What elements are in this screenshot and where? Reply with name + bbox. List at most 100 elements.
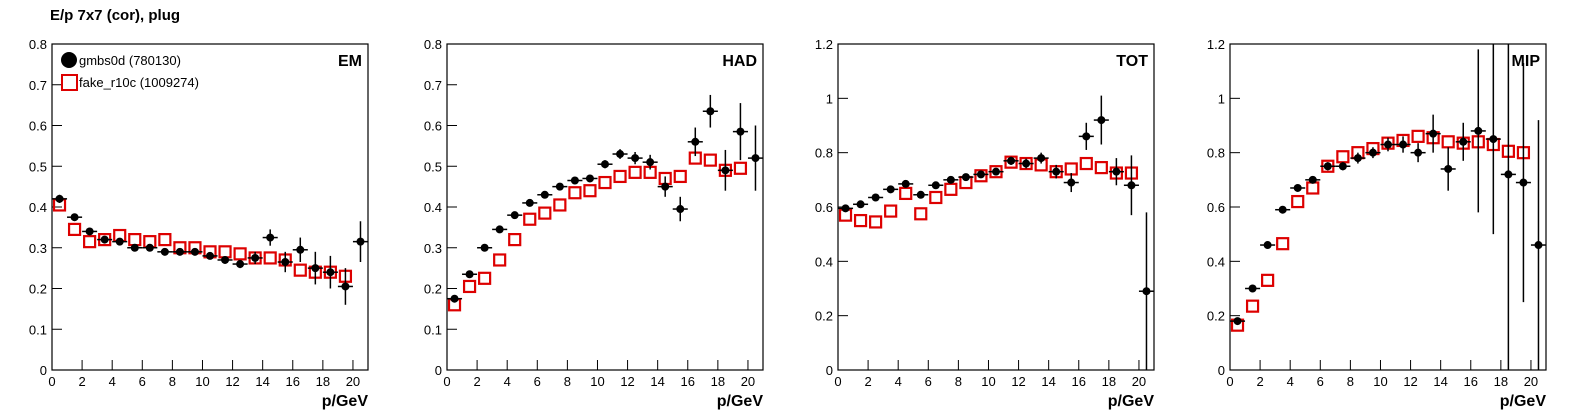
point bbox=[83, 235, 97, 249]
panel: 0 0.1 0.2 0.3 0.4 0.5 0.6 0.7 0.8 0 2 4 6 8 10 12 14 16 18… bbox=[424, 37, 764, 410]
panel-label: EM bbox=[338, 53, 362, 70]
y-tick-label: 0.6 bbox=[29, 119, 47, 134]
point bbox=[55, 194, 64, 203]
y-tick-label: 0.7 bbox=[424, 78, 442, 93]
point bbox=[628, 165, 642, 179]
point bbox=[598, 175, 612, 190]
y-tick-label: 0.5 bbox=[29, 159, 47, 174]
point bbox=[570, 176, 579, 185]
x-tick-label: 16 bbox=[1464, 374, 1478, 389]
point bbox=[1459, 137, 1468, 146]
point bbox=[976, 170, 985, 179]
plot-frame bbox=[51, 43, 369, 371]
x-tick-label: 16 bbox=[286, 374, 300, 389]
x-tick-label: 2 bbox=[473, 374, 480, 389]
point bbox=[631, 154, 640, 163]
point bbox=[100, 235, 109, 244]
y-tick-label: 1 bbox=[826, 91, 833, 106]
point bbox=[1338, 162, 1347, 171]
y-tick-label: 1 bbox=[1218, 91, 1225, 106]
point bbox=[585, 174, 594, 183]
point bbox=[733, 161, 748, 175]
point bbox=[495, 225, 504, 234]
point bbox=[673, 169, 687, 184]
x-tick-label: 12 bbox=[225, 374, 239, 389]
x-tick-label: 8 bbox=[955, 374, 962, 389]
point bbox=[568, 186, 582, 200]
x-tick-label: 12 bbox=[1011, 374, 1025, 389]
panel-label: HAD bbox=[722, 53, 757, 70]
y-tick-label: 0.2 bbox=[424, 282, 442, 297]
y-tick-label: 0.6 bbox=[815, 200, 833, 215]
y-tick-label: 0.6 bbox=[1207, 200, 1225, 215]
panel: 0 0.2 0.4 0.6 0.8 1 1.2 0 2 4 6 8 10 12 14 16 18 20 p/GeV T… bbox=[815, 37, 1155, 410]
x-axis-label: p/GeV bbox=[322, 393, 369, 410]
point bbox=[462, 279, 477, 294]
point bbox=[1278, 205, 1287, 214]
point bbox=[296, 245, 305, 254]
point bbox=[616, 150, 625, 159]
point bbox=[540, 190, 549, 199]
point bbox=[508, 233, 522, 247]
x-tick-label: 12 bbox=[1403, 374, 1417, 389]
point bbox=[751, 154, 760, 163]
point bbox=[613, 169, 627, 184]
legend-entry: gmbs0d (780130) bbox=[61, 52, 181, 68]
point bbox=[1444, 164, 1453, 173]
point bbox=[67, 222, 82, 237]
x-tick-label: 2 bbox=[1256, 374, 1263, 389]
y-tick-label: 0.8 bbox=[29, 37, 47, 52]
legend-label: fake_r10c (1009274) bbox=[79, 75, 199, 90]
point bbox=[914, 207, 928, 221]
point bbox=[661, 182, 670, 191]
y-tick-label: 0.3 bbox=[424, 241, 442, 256]
x-tick-label: 10 bbox=[590, 374, 604, 389]
x-tick-label: 10 bbox=[1373, 374, 1387, 389]
x-axis-label: p/GeV bbox=[1500, 393, 1547, 410]
point bbox=[1245, 299, 1260, 313]
point bbox=[341, 282, 350, 291]
point bbox=[1519, 178, 1528, 187]
x-tick-label: 6 bbox=[139, 374, 146, 389]
x-tick-label: 14 bbox=[1041, 374, 1055, 389]
point bbox=[1308, 175, 1317, 184]
y-tick-label: 0.8 bbox=[424, 37, 442, 52]
point bbox=[190, 247, 199, 256]
point bbox=[929, 190, 943, 205]
point bbox=[1429, 129, 1438, 138]
point bbox=[1004, 155, 1018, 169]
x-tick-label: 6 bbox=[1317, 374, 1324, 389]
point bbox=[899, 186, 913, 201]
y-tick-label: 1.2 bbox=[815, 37, 833, 52]
legend-marker bbox=[61, 74, 78, 91]
y-tick-label: 0.6 bbox=[424, 119, 442, 134]
x-tick-label: 18 bbox=[316, 374, 330, 389]
point bbox=[992, 167, 1000, 176]
data-group bbox=[447, 94, 763, 312]
point bbox=[1127, 181, 1136, 190]
point bbox=[1414, 148, 1423, 157]
y-tick-label: 0.1 bbox=[424, 322, 442, 337]
point bbox=[583, 184, 597, 198]
point bbox=[946, 175, 955, 184]
y-tick-label: 0.3 bbox=[29, 241, 47, 256]
point bbox=[538, 206, 552, 220]
point bbox=[158, 233, 172, 247]
point bbox=[1293, 183, 1302, 192]
x-axis-label: p/GeV bbox=[717, 393, 764, 410]
point bbox=[1534, 241, 1543, 250]
x-tick-label: 2 bbox=[864, 374, 871, 389]
point bbox=[356, 237, 365, 246]
x-tick-label: 8 bbox=[1347, 374, 1354, 389]
point bbox=[311, 264, 320, 273]
point bbox=[1022, 159, 1031, 168]
x-tick-label: 8 bbox=[564, 374, 571, 389]
point bbox=[555, 182, 564, 191]
x-tick-label: 0 bbox=[834, 374, 841, 389]
plot-frame bbox=[446, 43, 764, 371]
point bbox=[326, 268, 335, 277]
point bbox=[70, 213, 79, 222]
x-tick-label: 4 bbox=[895, 374, 902, 389]
point bbox=[841, 204, 850, 213]
